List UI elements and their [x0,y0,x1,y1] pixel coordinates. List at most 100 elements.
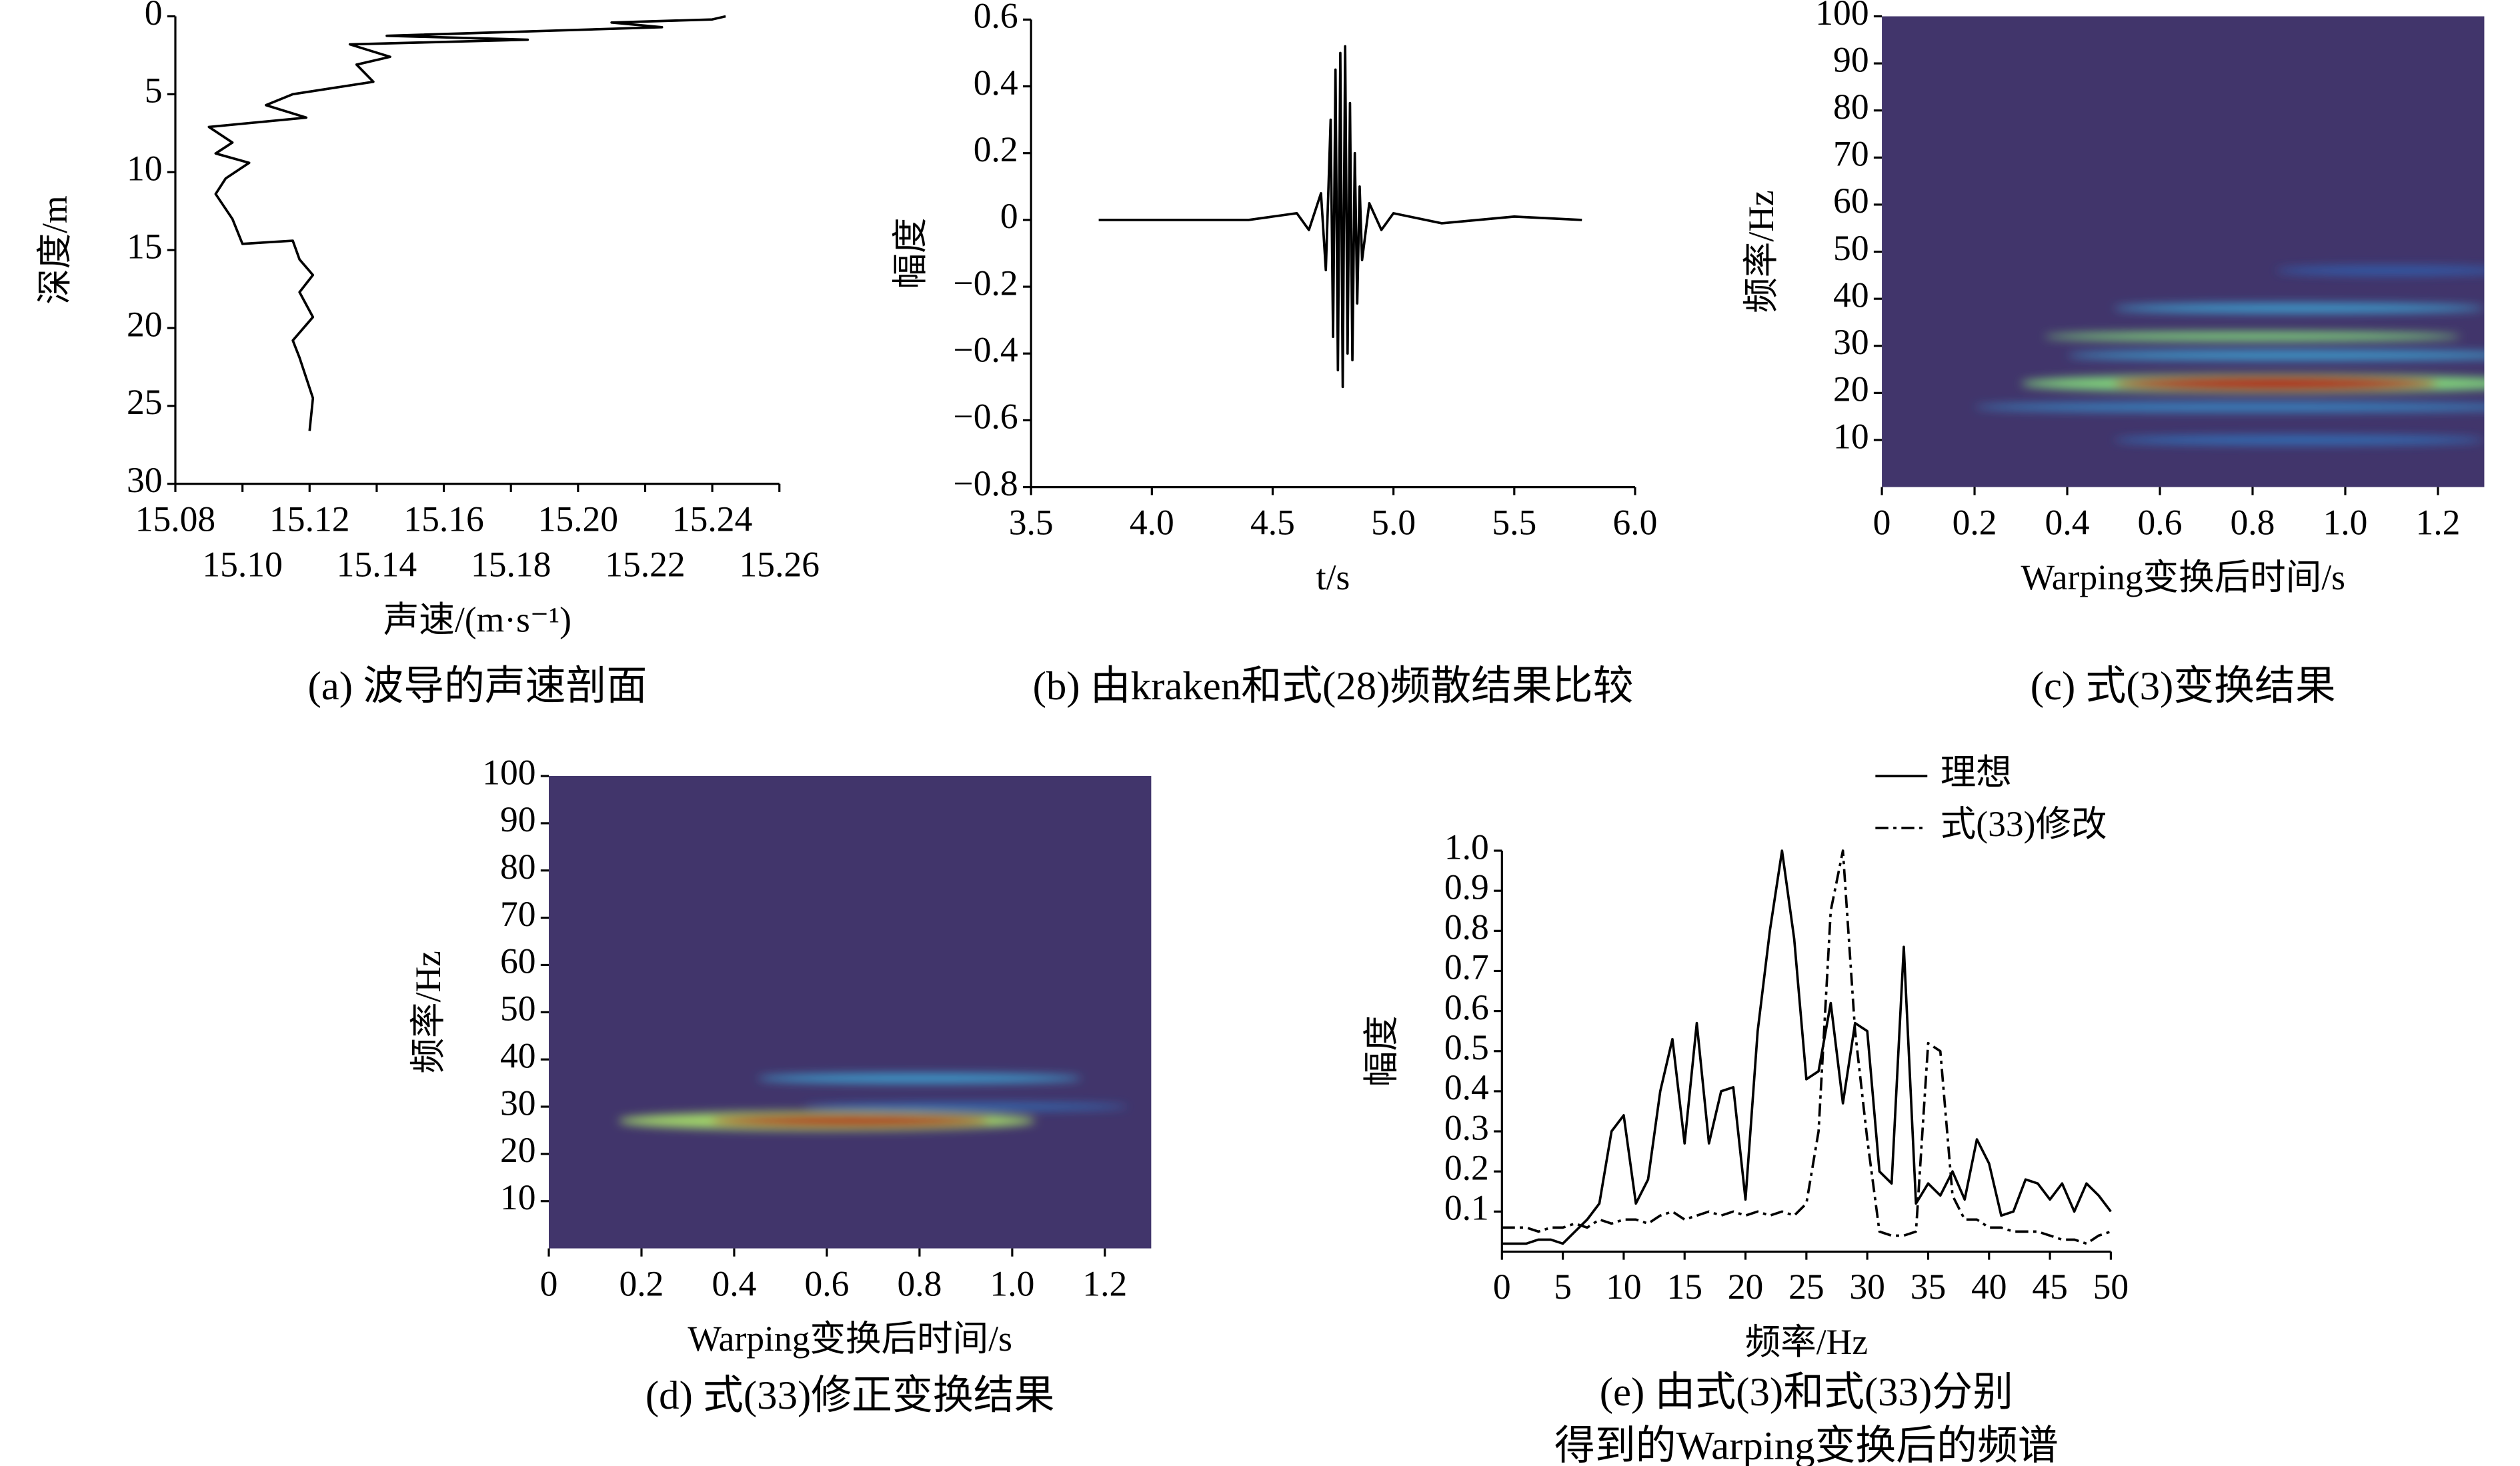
y-tick-label: 1.0 [1444,827,1489,867]
y-tick-label: 0 [145,0,163,33]
y-tick-label: 0.1 [1444,1188,1489,1228]
x-tick-label: 15.08 [135,499,215,539]
y-axis-label: 深度/m [35,195,75,305]
y-tick-label: 60 [1833,181,1869,221]
y-tick-label: 0 [1000,196,1018,236]
y-tick-label: −0.2 [954,263,1018,303]
x-tick-label: 1.2 [1082,1263,1127,1303]
y-tick-label: 70 [1833,134,1869,174]
x-tick-label: 1.0 [990,1263,1034,1303]
caption: 得到的Warping变换后的频谱 [1554,1423,2059,1466]
x-tick-label: 50 [2093,1267,2129,1307]
x-tick-label: 15.26 [740,545,820,585]
x-axis-label: 频率/Hz [1745,1322,1868,1362]
x-axis-label: Warping变换后时间/s [688,1319,1012,1359]
plot-background [1882,16,2485,487]
x-tick-label: 4.0 [1130,502,1174,542]
x-tick-label: 0 [1493,1267,1511,1307]
heatmap-layer [1975,265,2485,445]
heat-blob [2113,303,2485,313]
x-tick-label: 0.6 [804,1263,849,1303]
x-tick-label: 15.16 [403,499,483,539]
x-tick-label: 25 [1788,1267,1824,1307]
x-tick-label: 15.14 [337,545,417,585]
y-tick-label: 20 [1833,369,1869,409]
heat-blob [804,1103,1128,1111]
x-tick-label: 4.5 [1250,502,1295,542]
y-tick-label: 10 [1833,416,1869,456]
y-tick-label: 20 [127,304,163,344]
x-tick-label: 6.0 [1612,502,1657,542]
y-tick-label: 20 [500,1130,536,1170]
y-tick-label: 0.2 [1444,1147,1489,1187]
x-tick-label: 15.12 [269,499,349,539]
y-tick-label: 50 [500,989,536,1029]
legend-label: 式(33)修改 [1941,804,2107,844]
y-tick-label: 0.4 [1444,1067,1489,1107]
x-tick-label: 3.5 [1009,502,1054,542]
heat-blob [1975,402,2485,412]
y-tick-label: 15 [127,226,163,266]
y-tick-label: 0.5 [1444,1027,1489,1067]
heat-blob [711,1115,990,1127]
data-line [1502,849,2112,1245]
x-tick-label: 15 [1666,1267,1702,1307]
y-tick-label: 40 [1833,275,1869,315]
x-tick-label: 0.6 [2138,502,2183,542]
x-tick-label: 10 [1606,1267,1642,1307]
x-tick-label: 5.5 [1492,502,1536,542]
y-tick-label: 30 [127,460,163,500]
x-tick-label: 35 [1911,1267,1947,1307]
caption: (d) 式(33)修正变换结果 [646,1373,1055,1418]
y-tick-label: 80 [1833,87,1869,127]
x-axis-label: 声速/(m·s⁻¹) [383,599,571,639]
y-tick-label: 0.4 [974,63,1018,103]
caption: (c) 式(3)变换结果 [2031,664,2336,709]
y-axis-label: 幅度 [1361,1015,1401,1087]
y-tick-label: 25 [127,382,163,422]
y-tick-label: 0.6 [1444,987,1489,1027]
x-tick-label: 20 [1728,1267,1764,1307]
x-tick-label: 0 [540,1263,558,1303]
y-tick-label: −0.6 [954,397,1018,437]
heat-blob [2113,435,2485,445]
x-tick-label: 15.18 [471,545,551,585]
x-tick-label: 0.8 [2231,502,2275,542]
x-tick-label: 5 [1554,1267,1572,1307]
y-axis-label: 频率/Hz [1741,190,1781,313]
y-tick-label: 0.3 [1444,1107,1489,1147]
y-tick-label: 90 [1833,39,1869,79]
y-tick-label: 40 [500,1035,536,1075]
panel: 10 20 30 40 50 60 70 80 90 100 0 0.2 0.4 0.6 0.8 1.0 1.2… [1741,0,2485,709]
caption: (e) 由式(3)和式(33)分别 [1600,1370,2013,1415]
y-axis-label: 频率/Hz [408,951,448,1073]
y-tick-label: −0.8 [954,463,1018,503]
x-tick-label: 45 [2032,1267,2068,1307]
legend-label: 理想 [1941,752,2012,792]
x-tick-label: 15.20 [538,499,618,539]
y-tick-label: 5 [145,71,163,111]
x-tick-label: 0.2 [619,1263,664,1303]
x-tick-label: 1.0 [2323,502,2367,542]
y-tick-label: 100 [1815,0,1868,33]
x-tick-label: 40 [1971,1267,2007,1307]
y-tick-label: 0.8 [1444,907,1489,947]
heat-blob [2275,265,2485,275]
x-tick-label: 0.4 [712,1263,756,1303]
data-line [207,15,726,431]
y-tick-label: 0.9 [1444,867,1489,907]
x-tick-label: 0.2 [1953,502,1997,542]
x-tick-label: 0 [1873,502,1891,542]
x-tick-label: 1.2 [2415,502,2460,542]
y-tick-label: 0.6 [974,0,1018,36]
panel: 0.10.20.30.40.50.60.70.80.91.0 0 5 10 15 20 25… [1361,752,2129,1466]
y-tick-label: 0.2 [974,129,1018,169]
data-line [1098,45,1582,389]
panel: −0.8 −0.6 −0.4 −0.2 0 0.2 0.4 0.6 3.5 4.0 4.5 5.0 5.… [890,0,1657,709]
y-tick-label: 70 [500,894,536,934]
y-tick-label: 0.7 [1444,947,1489,987]
y-tick-label: 90 [500,799,536,839]
